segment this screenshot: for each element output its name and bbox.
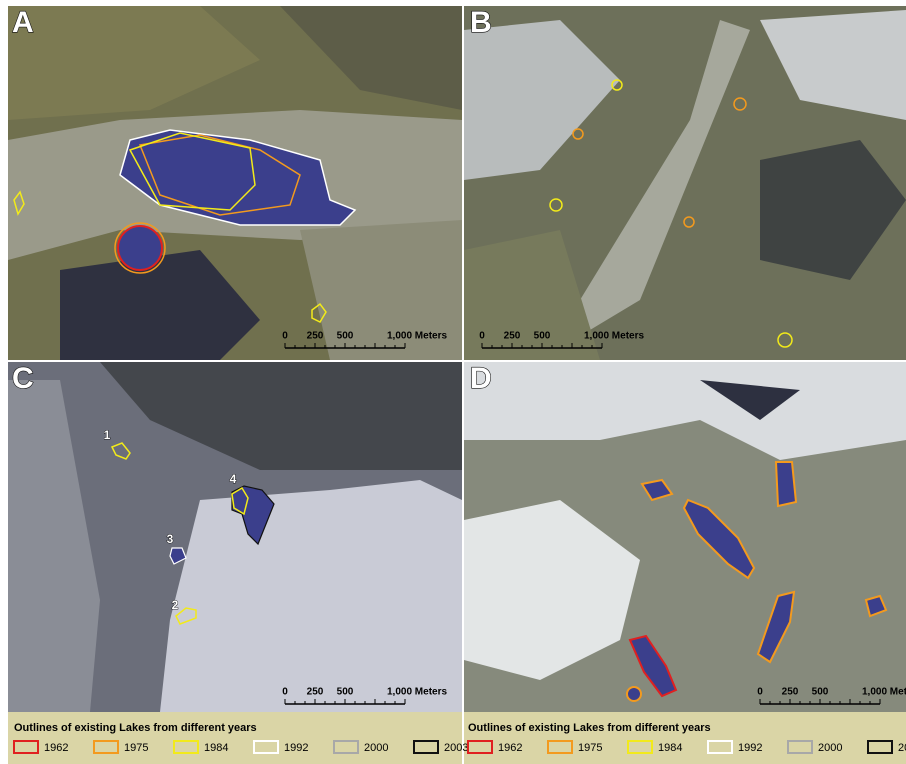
- legend-label: 2000: [364, 742, 388, 754]
- legend-box: [8, 712, 462, 764]
- panel-label: A: [12, 6, 34, 39]
- scale-label: 500: [812, 687, 829, 698]
- legend-title: Outlines of existing Lakes from differen…: [14, 722, 257, 734]
- scale-label: 1,000 Meters: [584, 331, 644, 342]
- legend-label: 1975: [124, 742, 148, 754]
- scale-label: 500: [337, 687, 354, 698]
- lake-label: 2: [172, 598, 179, 612]
- legend-label: 1992: [738, 742, 762, 754]
- panel-label: B: [470, 6, 492, 39]
- legend-label: 2003: [898, 742, 906, 754]
- panel-b-image: [464, 6, 906, 360]
- legend-title: Outlines of existing Lakes from differen…: [468, 722, 711, 734]
- panel-a-image: [8, 6, 462, 360]
- panel-c-image: [8, 362, 462, 712]
- scale-label: 0: [757, 687, 763, 698]
- legend-label: 1975: [578, 742, 602, 754]
- scale-label: 500: [534, 331, 551, 342]
- scale-label: 0: [282, 687, 288, 698]
- scale-label: 1,000 Meters: [862, 687, 906, 698]
- scale-label: 500: [337, 331, 354, 342]
- figure: A 0 250 500 1,000 Meters B 0 250 500 1,000 Meters…: [0, 0, 906, 764]
- panel-label: C: [12, 362, 34, 395]
- legend-label: 1984: [658, 742, 682, 754]
- scale-label: 250: [307, 331, 324, 342]
- legend-label: 2000: [818, 742, 842, 754]
- lake-label: 4: [230, 472, 237, 486]
- panel-label: D: [470, 362, 492, 395]
- scale-label: 1,000 Meters: [387, 331, 447, 342]
- legend-box: [464, 712, 906, 764]
- scale-label: 250: [307, 687, 324, 698]
- legend-label: 1962: [498, 742, 522, 754]
- scale-label: 0: [479, 331, 485, 342]
- legend-label: 1992: [284, 742, 308, 754]
- legend-label: 2003: [444, 742, 468, 754]
- scale-label: 250: [782, 687, 799, 698]
- scale-label: 0: [282, 331, 288, 342]
- panel-d-image: [464, 362, 906, 712]
- legend-label: 1962: [44, 742, 68, 754]
- lake-label: 3: [167, 532, 174, 546]
- scale-label: 1,000 Meters: [387, 687, 447, 698]
- scale-label: 250: [504, 331, 521, 342]
- legend-label: 1984: [204, 742, 228, 754]
- lake-label: 1: [104, 428, 111, 442]
